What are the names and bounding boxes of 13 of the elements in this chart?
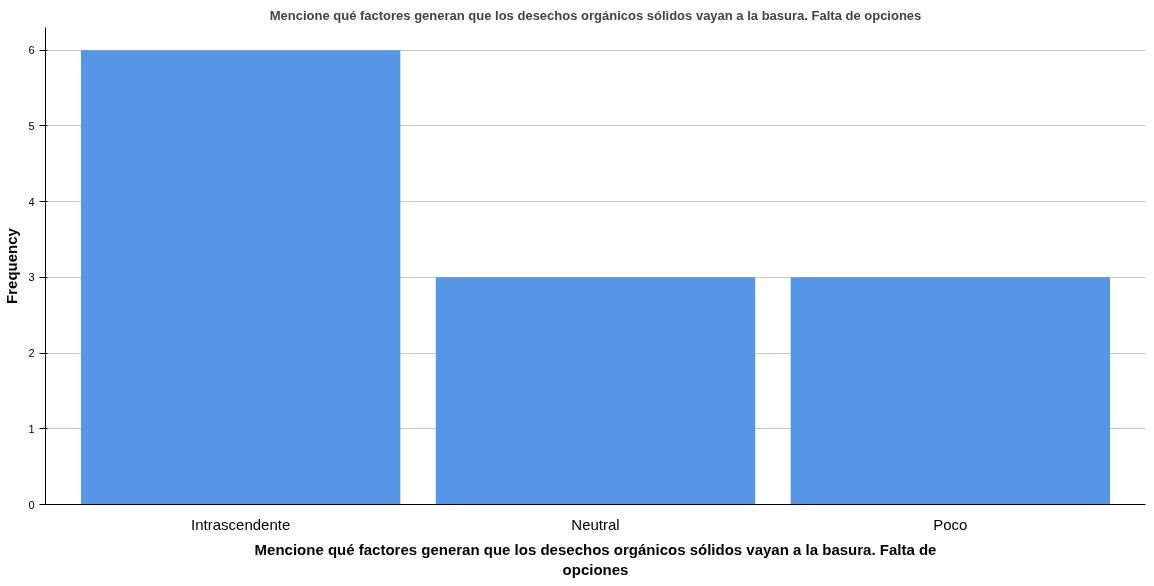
y-tick-label: 2 xyxy=(28,347,35,360)
x-tick-label: Poco xyxy=(933,515,968,533)
y-tick-label: 1 xyxy=(28,422,35,435)
y-axis-title: Frequency xyxy=(3,227,21,304)
y-tick-label: 4 xyxy=(28,195,35,208)
y-tick-label: 0 xyxy=(28,498,35,511)
y-tick-label: 5 xyxy=(28,119,35,132)
chart-title: Mencione qué factores generan que los desechos orgánicos sólidos vayan a la basura. Falta de opciones xyxy=(269,7,922,23)
x-tick-label: Intrascendente xyxy=(191,515,291,533)
x-axis-title: Mencione qué factores generan que los desechos orgánicos sólidos vayan a la basura. Falta de opciones xyxy=(254,540,937,578)
y-tick-label: 6 xyxy=(28,44,35,57)
x-tick-label: Neutral xyxy=(571,515,620,533)
y-tick-label: 3 xyxy=(28,271,35,284)
